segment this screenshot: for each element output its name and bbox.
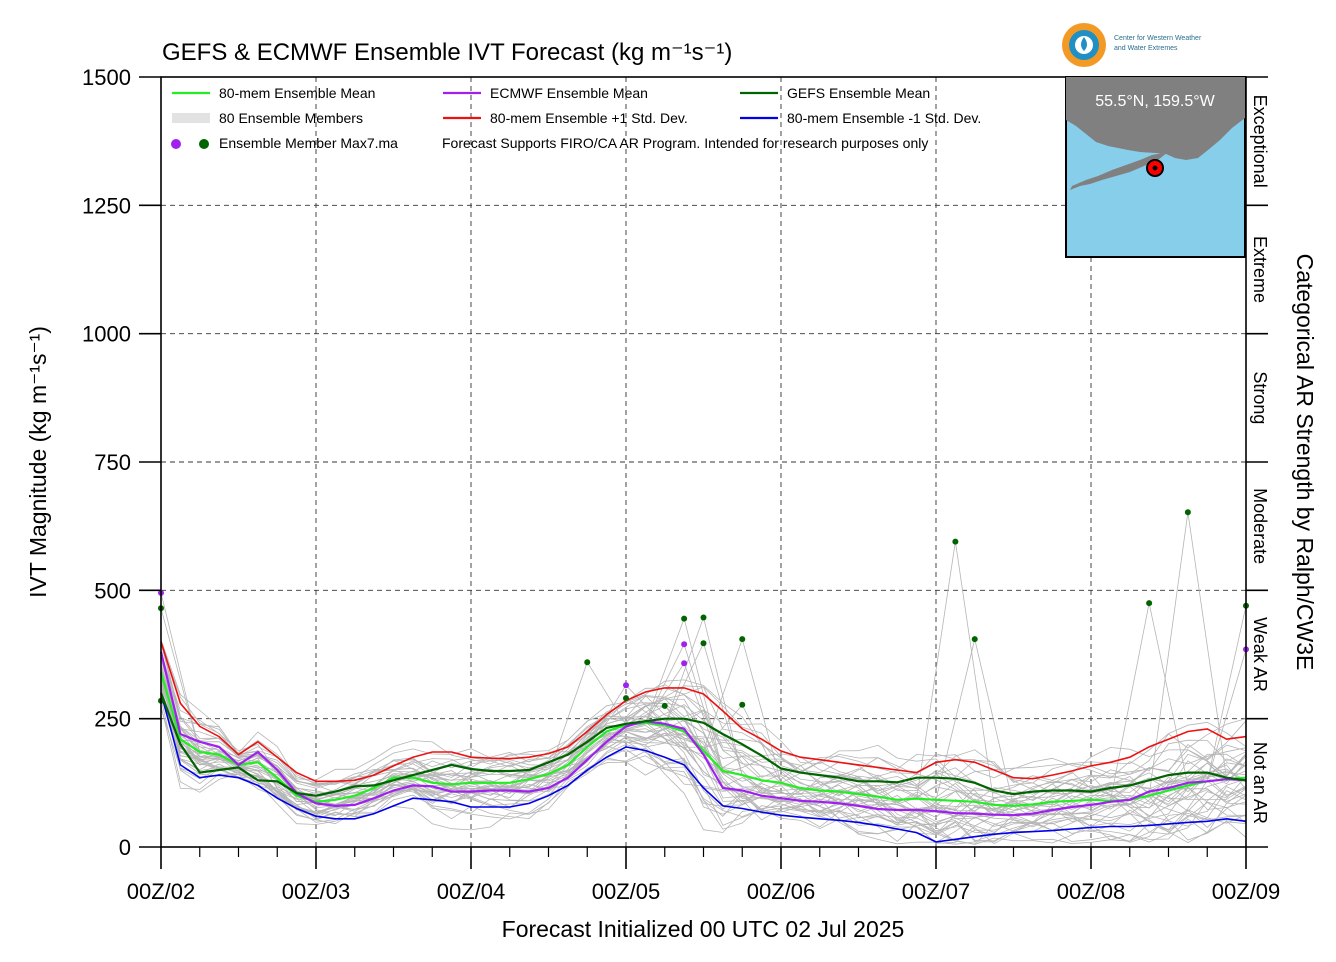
- legend: 80-mem Ensemble Mean ECMWF Ensemble Mean G…: [171, 85, 981, 151]
- category-axis: Not an AR Weak AR Moderate Strong Extreme Exc…: [1246, 76, 1270, 848]
- ensemble-member-line: [1148, 512, 1228, 796]
- ensemble-member-line: [160, 659, 1247, 807]
- axes: 0 250 500 750 1000 1250 1500 00Z/02 00Z/03 00Z/04…: [82, 65, 1280, 904]
- max-point: [700, 614, 707, 621]
- legend-label: ECMWF Ensemble Mean: [490, 85, 648, 101]
- ensemble-member-line: [160, 665, 1247, 812]
- max-point: [739, 701, 746, 708]
- logo-text-line1: Center for Western Weather: [1114, 35, 1202, 42]
- x-tick-label: 00Z/09: [1212, 879, 1281, 904]
- right-axis-label: Categorical AR Strength by Ralph/CW3E: [1292, 254, 1318, 671]
- max-point: [971, 636, 978, 643]
- inset-location-dot: [1152, 165, 1158, 171]
- ensemble-mean-line: [159, 672, 1247, 808]
- x-tick-label: 00Z/04: [437, 879, 506, 904]
- max-point: [681, 641, 688, 648]
- x-tick-label: 00Z/08: [1057, 879, 1126, 904]
- y-tick-label: 250: [94, 707, 131, 732]
- logo-drop-shape: [1081, 37, 1087, 51]
- y-tick-label: 0: [119, 835, 131, 860]
- ensemble-member-line: [160, 692, 1247, 827]
- ensemble-member-line: [160, 682, 1247, 827]
- logo-text-line2: and Water Extremes: [1114, 45, 1178, 52]
- max-point: [739, 636, 746, 643]
- category-label: Weak AR: [1250, 617, 1270, 692]
- ensemble-member-line: [160, 666, 1247, 821]
- y-tick-label: 1000: [82, 322, 131, 347]
- inset-map: 55.5°N, 159.5°W: [1065, 76, 1246, 258]
- ensemble-member-line: [160, 705, 1247, 835]
- y-tick-label: 500: [94, 578, 131, 603]
- max-points: [158, 509, 1249, 709]
- ensemble-member-line: [160, 639, 1247, 787]
- max-point: [661, 702, 668, 709]
- max-point: [584, 659, 591, 666]
- series-lines: [159, 641, 1247, 843]
- y-tick-label: 750: [94, 450, 131, 475]
- max-point: [681, 660, 688, 667]
- max-point: [623, 682, 629, 689]
- cw3e-logo: Center for Western Weather and Water Ext…: [1062, 23, 1202, 67]
- category-label: Not an AR: [1250, 742, 1270, 824]
- max-point: [1146, 600, 1153, 607]
- x-axis-label: Forecast Initialized 00 UTC 02 Jul 2025: [502, 916, 905, 942]
- y-axis-label: IVT Magnitude (kg m⁻¹s⁻¹): [25, 326, 51, 598]
- x-tick-label: 00Z/06: [747, 879, 816, 904]
- legend-label: 80-mem Ensemble -1 Std. Dev.: [787, 110, 981, 126]
- legend-label: Ensemble Member Max7.ma: [219, 135, 398, 151]
- ensemble-member-line: [160, 689, 1247, 845]
- y-tick-label: 1250: [82, 193, 131, 218]
- max-point: [623, 695, 629, 702]
- inset-land-peninsula: [1070, 152, 1168, 190]
- x-tick-label: 00Z/03: [282, 879, 351, 904]
- ensemble-member-line: [935, 639, 1014, 807]
- category-label: Exceptional: [1250, 95, 1270, 188]
- ensemble-member-line: [160, 663, 1247, 817]
- max-point: [681, 615, 688, 622]
- legend-swatch: [199, 139, 209, 149]
- category-label: Strong: [1250, 371, 1270, 424]
- plus-std-line: [160, 641, 1247, 783]
- max-point: [952, 538, 959, 545]
- ensemble-member-line: [160, 685, 1247, 836]
- legend-label: GEFS Ensemble Mean: [787, 85, 930, 101]
- legend-label: 80-mem Ensemble Mean: [219, 85, 375, 101]
- legend-label: 80 Ensemble Members: [219, 110, 363, 126]
- legend-label: 80-mem Ensemble +1 Std. Dev.: [490, 110, 688, 126]
- x-tick-label: 00Z/07: [902, 879, 971, 904]
- minus-std-line: [160, 692, 1247, 843]
- inset-location-label: 55.5°N, 159.5°W: [1095, 93, 1215, 110]
- chart-title: GEFS & ECMWF Ensemble IVT Forecast (kg m…: [162, 39, 732, 66]
- x-tick-label: 00Z/02: [127, 879, 196, 904]
- inset-land-mainland: [1066, 77, 1245, 160]
- category-label: Extreme: [1250, 236, 1270, 303]
- legend-swatch: [171, 139, 181, 149]
- ensemble-member-line: [160, 686, 1247, 842]
- category-label: Moderate: [1250, 488, 1270, 564]
- ensemble-member-line: [160, 698, 1247, 843]
- ecmwf-mean-line: [159, 651, 1247, 817]
- y-tick-label: 1500: [82, 65, 131, 90]
- max-point: [700, 640, 707, 647]
- max-point: [1184, 509, 1191, 516]
- x-tick-label: 00Z/05: [592, 879, 661, 904]
- ensemble-member-line: [160, 675, 1247, 812]
- gefs-mean-line: [159, 692, 1247, 797]
- ensemble-member-line: [160, 641, 1247, 783]
- research-note: Forecast Supports FIRO/CA AR Program. In…: [442, 135, 928, 151]
